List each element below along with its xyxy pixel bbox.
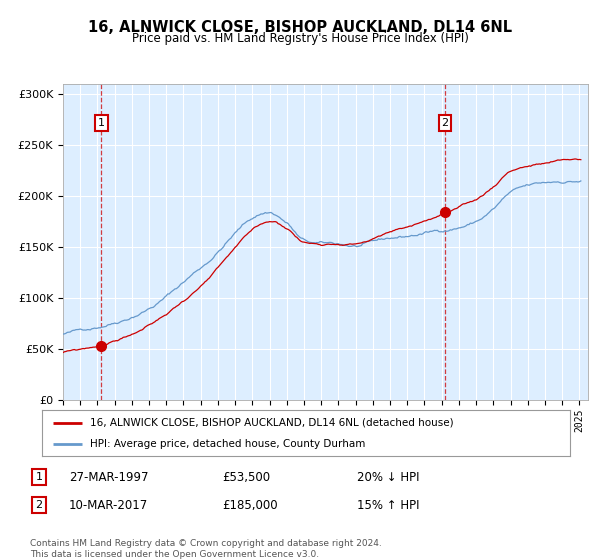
Text: £53,500: £53,500 bbox=[222, 470, 270, 484]
Text: £185,000: £185,000 bbox=[222, 498, 278, 512]
Text: 2: 2 bbox=[35, 500, 43, 510]
Text: 27-MAR-1997: 27-MAR-1997 bbox=[69, 470, 149, 484]
Text: 1: 1 bbox=[35, 472, 43, 482]
Text: 10-MAR-2017: 10-MAR-2017 bbox=[69, 498, 148, 512]
Text: 20% ↓ HPI: 20% ↓ HPI bbox=[357, 470, 419, 484]
Text: Price paid vs. HM Land Registry's House Price Index (HPI): Price paid vs. HM Land Registry's House … bbox=[131, 32, 469, 45]
Text: HPI: Average price, detached house, County Durham: HPI: Average price, detached house, Coun… bbox=[89, 439, 365, 449]
Text: 15% ↑ HPI: 15% ↑ HPI bbox=[357, 498, 419, 512]
Text: 1: 1 bbox=[98, 118, 105, 128]
Text: 16, ALNWICK CLOSE, BISHOP AUCKLAND, DL14 6NL (detached house): 16, ALNWICK CLOSE, BISHOP AUCKLAND, DL14… bbox=[89, 418, 453, 428]
Text: 16, ALNWICK CLOSE, BISHOP AUCKLAND, DL14 6NL: 16, ALNWICK CLOSE, BISHOP AUCKLAND, DL14… bbox=[88, 20, 512, 35]
Text: Contains HM Land Registry data © Crown copyright and database right 2024.
This d: Contains HM Land Registry data © Crown c… bbox=[30, 539, 382, 559]
Text: 2: 2 bbox=[442, 118, 449, 128]
